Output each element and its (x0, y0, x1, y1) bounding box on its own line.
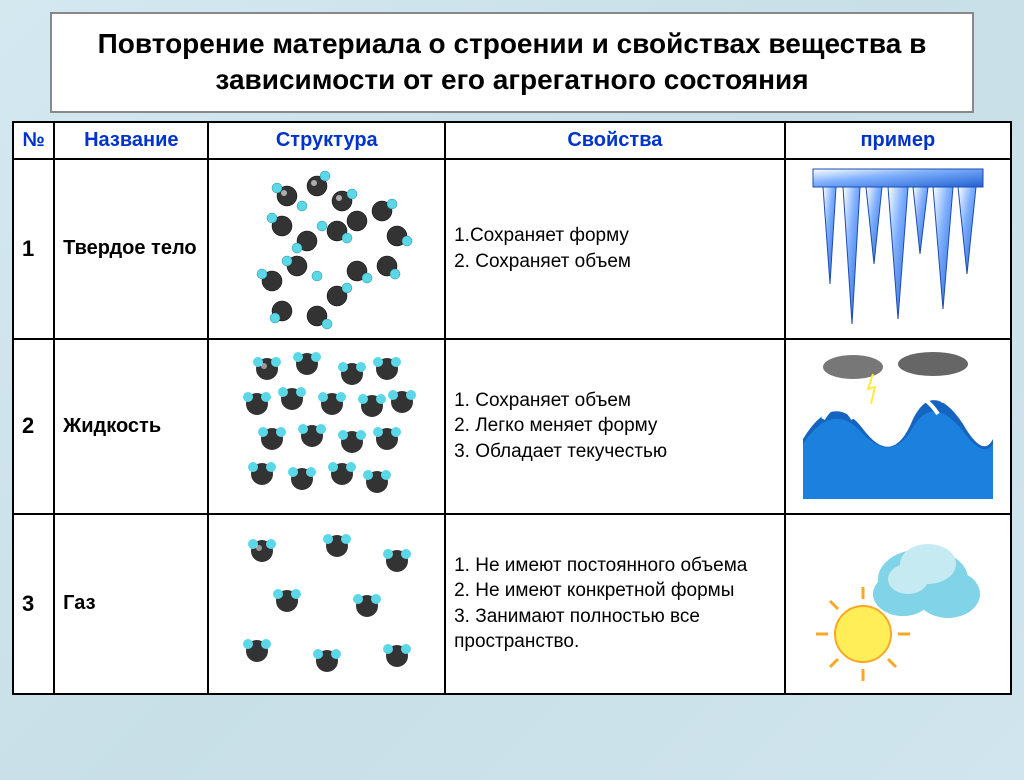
cell-props: 1. Сохраняет объем 2. Легко меняет форму… (445, 339, 785, 514)
cell-num: 1 (13, 159, 54, 339)
props-text: 1.Сохраняет форму 2. Сохраняет объем (454, 223, 776, 274)
props-text: 1. Не имеют постоянного объема 2. Не име… (454, 553, 776, 656)
table-row: 2 Жидкость (13, 339, 1011, 514)
cell-props: 1.Сохраняет форму 2. Сохраняет объем (445, 159, 785, 339)
cell-name: Газ (54, 514, 208, 694)
cell-structure-liquid (208, 339, 445, 514)
liquid-structure-icon (227, 344, 427, 509)
cell-num: 3 (13, 514, 54, 694)
title-container: Повторение материала о строении и свойст… (50, 12, 974, 113)
table-row: 1 Твердое тело (13, 159, 1011, 339)
cell-structure-solid (208, 159, 445, 339)
icicles-icon (808, 164, 988, 329)
gas-structure-icon (227, 521, 427, 686)
cell-name: Твердое тело (54, 159, 208, 339)
table-row: 3 Газ 1. Не имеют постоянного (13, 514, 1011, 694)
props-text: 1. Сохраняет объем 2. Легко меняет форму… (454, 388, 776, 465)
sun-cloud-icon (808, 519, 988, 684)
cell-props: 1. Не имеют постоянного объема 2. Не име… (445, 514, 785, 694)
solid-structure-icon (227, 166, 427, 331)
header-properties: Свойства (445, 122, 785, 159)
header-example: пример (785, 122, 1011, 159)
cell-example-icicles (785, 159, 1011, 339)
cell-example-sun-cloud (785, 514, 1011, 694)
cell-structure-gas (208, 514, 445, 694)
wave-icon (803, 349, 993, 499)
header-name: Название (54, 122, 208, 159)
cell-name: Жидкость (54, 339, 208, 514)
cell-example-wave (785, 339, 1011, 514)
page-title: Повторение материала о строении и свойст… (72, 26, 952, 99)
cell-num: 2 (13, 339, 54, 514)
header-structure: Структура (208, 122, 445, 159)
header-num: № (13, 122, 54, 159)
table-header-row: № Название Структура Свойства пример (13, 122, 1011, 159)
states-table: № Название Структура Свойства пример 1 Т… (12, 121, 1012, 695)
